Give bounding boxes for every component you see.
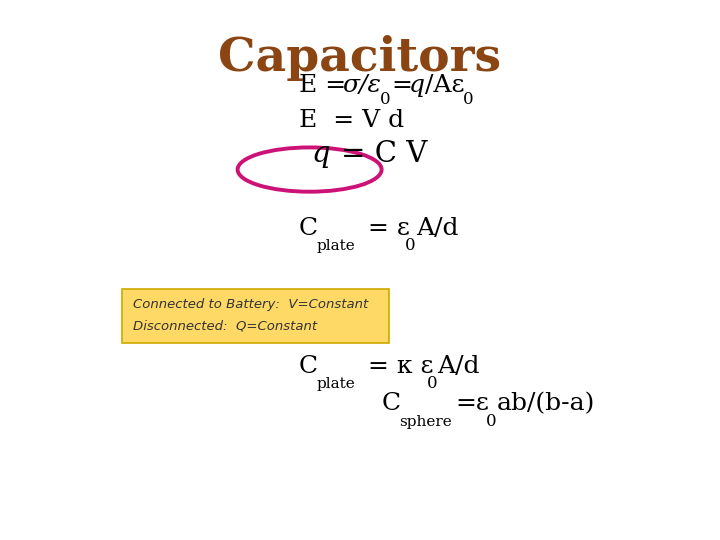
Text: q: q (409, 74, 425, 97)
Text: = C V: = C V (341, 140, 427, 168)
Text: E  = V d: E = V d (299, 109, 404, 132)
Text: plate: plate (316, 239, 355, 253)
Text: ab/(b-a): ab/(b-a) (497, 393, 595, 415)
Text: = κ ε: = κ ε (360, 355, 433, 377)
Text: Disconnected:  Q=Constant: Disconnected: Q=Constant (133, 320, 318, 333)
Text: =: = (391, 74, 412, 97)
Text: plate: plate (316, 377, 355, 391)
Text: A/d: A/d (437, 355, 480, 377)
Text: C: C (299, 217, 318, 240)
Text: /Aε: /Aε (425, 74, 464, 97)
Text: σ/ε: σ/ε (342, 74, 381, 97)
Text: Capacitors: Capacitors (218, 35, 502, 81)
Text: Connected to Battery:  V=Constant: Connected to Battery: V=Constant (133, 298, 369, 311)
Text: 0: 0 (427, 375, 438, 392)
Text: C: C (299, 355, 318, 377)
Text: C: C (382, 393, 401, 415)
Text: = ε: = ε (360, 217, 410, 240)
Text: 0: 0 (463, 91, 474, 107)
Text: A/d: A/d (416, 217, 459, 240)
Text: E =: E = (299, 74, 354, 97)
FancyBboxPatch shape (122, 289, 389, 343)
Text: 0: 0 (379, 91, 390, 107)
Text: 0: 0 (486, 413, 497, 429)
Text: sphere: sphere (400, 415, 452, 429)
Text: q: q (312, 140, 330, 168)
Text: 0: 0 (405, 237, 416, 254)
Text: =ε: =ε (456, 393, 490, 415)
